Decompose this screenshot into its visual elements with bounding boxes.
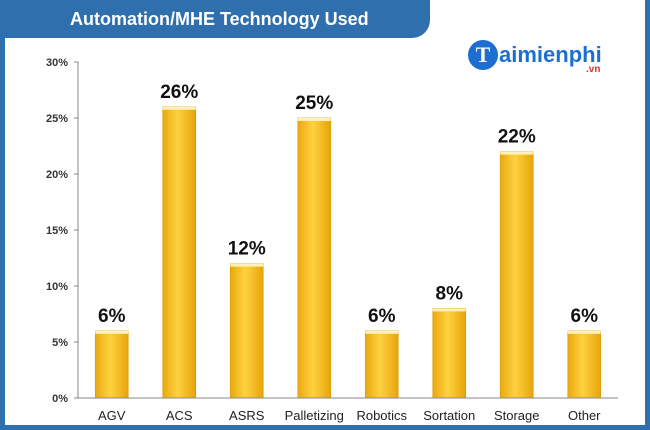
bar-agv [94,330,129,399]
bar-top-highlight [162,106,196,110]
x-tick-label: ASRS [229,408,265,423]
chart-title-banner: Automation/MHE Technology Used [0,0,430,38]
data-label: 8% [436,283,464,304]
x-tick-label: Other [568,408,601,423]
bar-top-highlight [365,330,399,334]
y-tick-label: 25% [46,113,68,125]
y-tick-label: 10% [46,281,68,293]
data-label: 6% [571,306,599,327]
x-axis: AGV ACS ASRS Palletizing Robotics Sortation St… [78,397,618,423]
y-axis: 0% 5% 10% 15% 20% 25% 30% [46,57,79,405]
bar-top-highlight [432,308,466,312]
x-tick-label: Robotics [356,408,407,423]
watermark-logo: T aimienphi [468,38,602,72]
data-label: 6% [98,306,126,327]
x-tick-label: Storage [494,408,540,423]
x-tick-label: Palletizing [285,408,344,423]
chart-title: Automation/MHE Technology Used [70,8,369,29]
data-label: 12% [228,239,266,260]
bar-top-highlight [230,263,264,267]
x-tick-label: ACS [166,408,193,423]
bar-other [567,330,602,399]
y-tick-label: 20% [46,169,68,181]
logo-mark-icon: T [468,40,498,70]
y-tick-label: 5% [52,337,68,349]
bar-robotics [364,330,399,399]
bar-palletizing [297,117,332,399]
data-label: 6% [368,306,396,327]
bar-top-highlight [297,118,331,121]
y-tick-label: 15% [46,225,68,237]
y-tick-label: 0% [52,393,68,405]
x-tick-label: AGV [98,408,126,423]
bars: 6% 26% 12% 25% 6% 8% 22% 6% [94,82,602,399]
bar-top-highlight [95,330,129,334]
bar-asrs [229,263,264,399]
data-label: 22% [498,127,536,148]
y-tick-label: 30% [46,57,68,69]
x-tick-label: Sortation [423,408,475,423]
bar-acs [162,106,197,399]
bar-storage [499,151,534,399]
logo-text: aimienphi [499,42,602,67]
data-label: 26% [160,82,198,103]
logo-domain: .vn [586,64,601,75]
bar-sortation [432,308,467,399]
bar-top-highlight [567,330,601,334]
data-label: 25% [295,93,333,114]
bar-top-highlight [500,151,534,155]
